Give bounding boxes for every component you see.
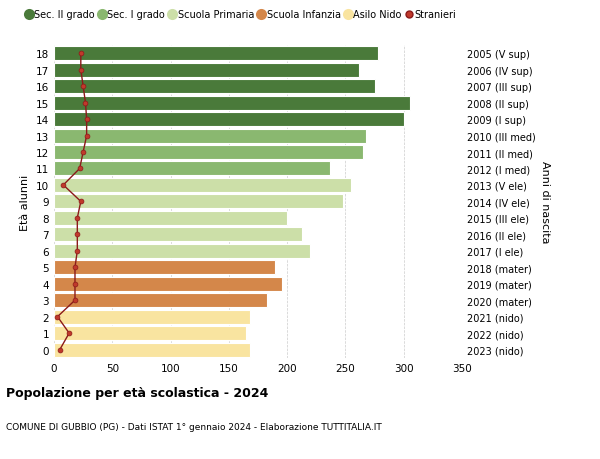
Bar [54, 310, 250, 324]
Bar [54, 113, 404, 127]
Bar [54, 277, 283, 291]
Bar [54, 228, 302, 242]
Bar [54, 261, 275, 274]
Bar [54, 326, 247, 341]
Bar [54, 212, 287, 225]
Bar [54, 179, 351, 192]
Text: Popolazione per età scolastica - 2024: Popolazione per età scolastica - 2024 [6, 386, 268, 399]
Bar [54, 343, 250, 357]
Bar [54, 146, 363, 160]
Bar [54, 294, 268, 308]
Bar [54, 195, 343, 209]
Bar [54, 96, 410, 110]
Text: COMUNE DI GUBBIO (PG) - Dati ISTAT 1° gennaio 2024 - Elaborazione TUTTITALIA.IT: COMUNE DI GUBBIO (PG) - Dati ISTAT 1° ge… [6, 422, 382, 431]
Y-axis label: Età alunni: Età alunni [20, 174, 31, 230]
Y-axis label: Anni di nascita: Anni di nascita [539, 161, 550, 243]
Legend: Sec. II grado, Sec. I grado, Scuola Primaria, Scuola Infanzia, Asilo Nido, Stran: Sec. II grado, Sec. I grado, Scuola Prim… [26, 10, 456, 20]
Bar [54, 244, 310, 258]
Bar [54, 47, 378, 61]
Bar [54, 129, 367, 143]
Bar [54, 162, 330, 176]
Bar [54, 63, 359, 78]
Bar [54, 80, 374, 94]
